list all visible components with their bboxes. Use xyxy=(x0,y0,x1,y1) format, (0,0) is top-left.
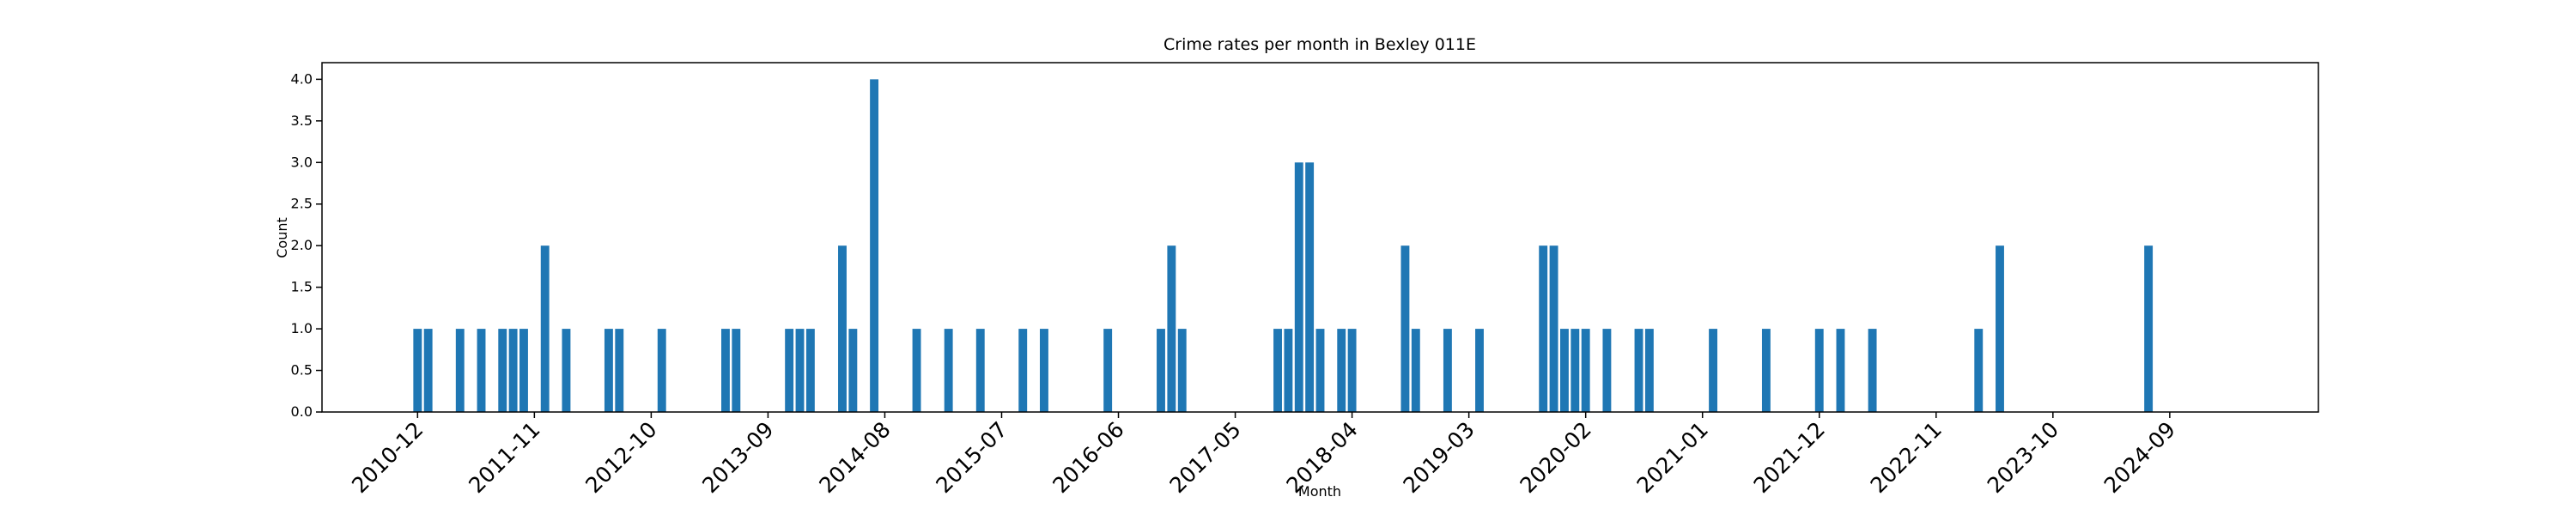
bar xyxy=(838,245,847,412)
bar xyxy=(1836,329,1845,412)
bar xyxy=(975,329,985,412)
bar xyxy=(1571,329,1580,412)
bar xyxy=(562,329,571,412)
bar xyxy=(455,329,465,412)
bar xyxy=(1103,329,1113,412)
x-tick-label: 2021-12 xyxy=(1749,417,1830,498)
x-tick-label: 2023-10 xyxy=(1983,417,2063,498)
x-tick-label: 2021-01 xyxy=(1632,417,1713,498)
y-tick-label: 2.0 xyxy=(291,237,313,253)
bar xyxy=(1337,329,1346,412)
y-tick-label: 0.5 xyxy=(291,362,313,379)
bar xyxy=(1644,329,1654,412)
y-tick-label: 3.0 xyxy=(291,154,313,170)
x-tick-label: 2017-05 xyxy=(1164,417,1245,498)
bar xyxy=(1634,329,1643,412)
bar xyxy=(1996,245,2004,412)
bar xyxy=(1539,245,1548,412)
bar xyxy=(540,245,550,412)
bar xyxy=(785,329,794,412)
bar xyxy=(423,329,433,412)
bar xyxy=(795,329,805,412)
bar xyxy=(1400,245,1410,412)
y-tick-label: 0.0 xyxy=(291,403,313,420)
bar xyxy=(805,329,815,412)
x-axis-label: Month xyxy=(1298,483,1341,500)
y-tick-label: 3.5 xyxy=(291,112,313,129)
bar xyxy=(1273,329,1282,412)
bar xyxy=(944,329,953,412)
bar xyxy=(912,329,921,412)
x-tick-label: 2022-11 xyxy=(1866,417,1947,498)
bar xyxy=(519,329,528,412)
bar xyxy=(1709,329,1718,412)
bar xyxy=(1602,329,1612,412)
bar xyxy=(1177,329,1187,412)
bar xyxy=(870,79,879,412)
bar xyxy=(732,329,741,412)
bar xyxy=(508,329,518,412)
bar xyxy=(1315,329,1325,412)
bar xyxy=(1549,245,1558,412)
bar xyxy=(477,329,486,412)
chart-title: Crime rates per month in Bexley 011E xyxy=(1163,35,1476,54)
bar xyxy=(1443,329,1452,412)
x-tick-label: 2015-07 xyxy=(931,417,1012,498)
x-tick-label: 2012-10 xyxy=(580,417,661,498)
bar xyxy=(848,329,858,412)
bar xyxy=(1581,329,1590,412)
bar xyxy=(1974,329,1984,412)
bar xyxy=(1294,162,1303,413)
bar xyxy=(413,329,422,412)
bar xyxy=(1761,329,1771,412)
y-tick-label: 1.0 xyxy=(291,320,313,336)
x-tick-label: 2019-03 xyxy=(1399,417,1479,498)
bar xyxy=(1018,329,1028,412)
plot-frame xyxy=(321,62,2319,413)
bar xyxy=(604,329,613,412)
bar xyxy=(1868,329,1877,412)
bar xyxy=(1305,162,1315,413)
x-tick-label: 2013-09 xyxy=(697,417,778,498)
y-tick-label: 1.5 xyxy=(291,279,313,295)
x-tick-label: 2024-09 xyxy=(2099,417,2180,498)
bar xyxy=(1814,329,1824,412)
bar xyxy=(1347,329,1357,412)
x-tick-label: 2011-11 xyxy=(464,417,544,498)
bar xyxy=(2144,245,2154,412)
x-tick-label: 2020-02 xyxy=(1516,417,1596,498)
x-tick-label: 2014-08 xyxy=(814,417,895,498)
bar xyxy=(615,329,624,412)
bar xyxy=(1559,329,1569,412)
bar xyxy=(721,329,730,412)
bar xyxy=(1475,329,1484,412)
y-axis-label: Count xyxy=(274,217,290,258)
y-tick-label: 4.0 xyxy=(291,70,313,87)
bar xyxy=(1411,329,1420,412)
bar xyxy=(657,329,666,412)
bar xyxy=(1167,245,1176,412)
y-tick-label: 2.5 xyxy=(291,196,313,212)
bar xyxy=(1157,329,1165,412)
x-tick-label: 2016-06 xyxy=(1048,417,1128,498)
x-tick-label: 2010-12 xyxy=(347,417,428,498)
bar xyxy=(1284,329,1293,412)
bar xyxy=(498,329,507,412)
bar xyxy=(1040,329,1048,412)
